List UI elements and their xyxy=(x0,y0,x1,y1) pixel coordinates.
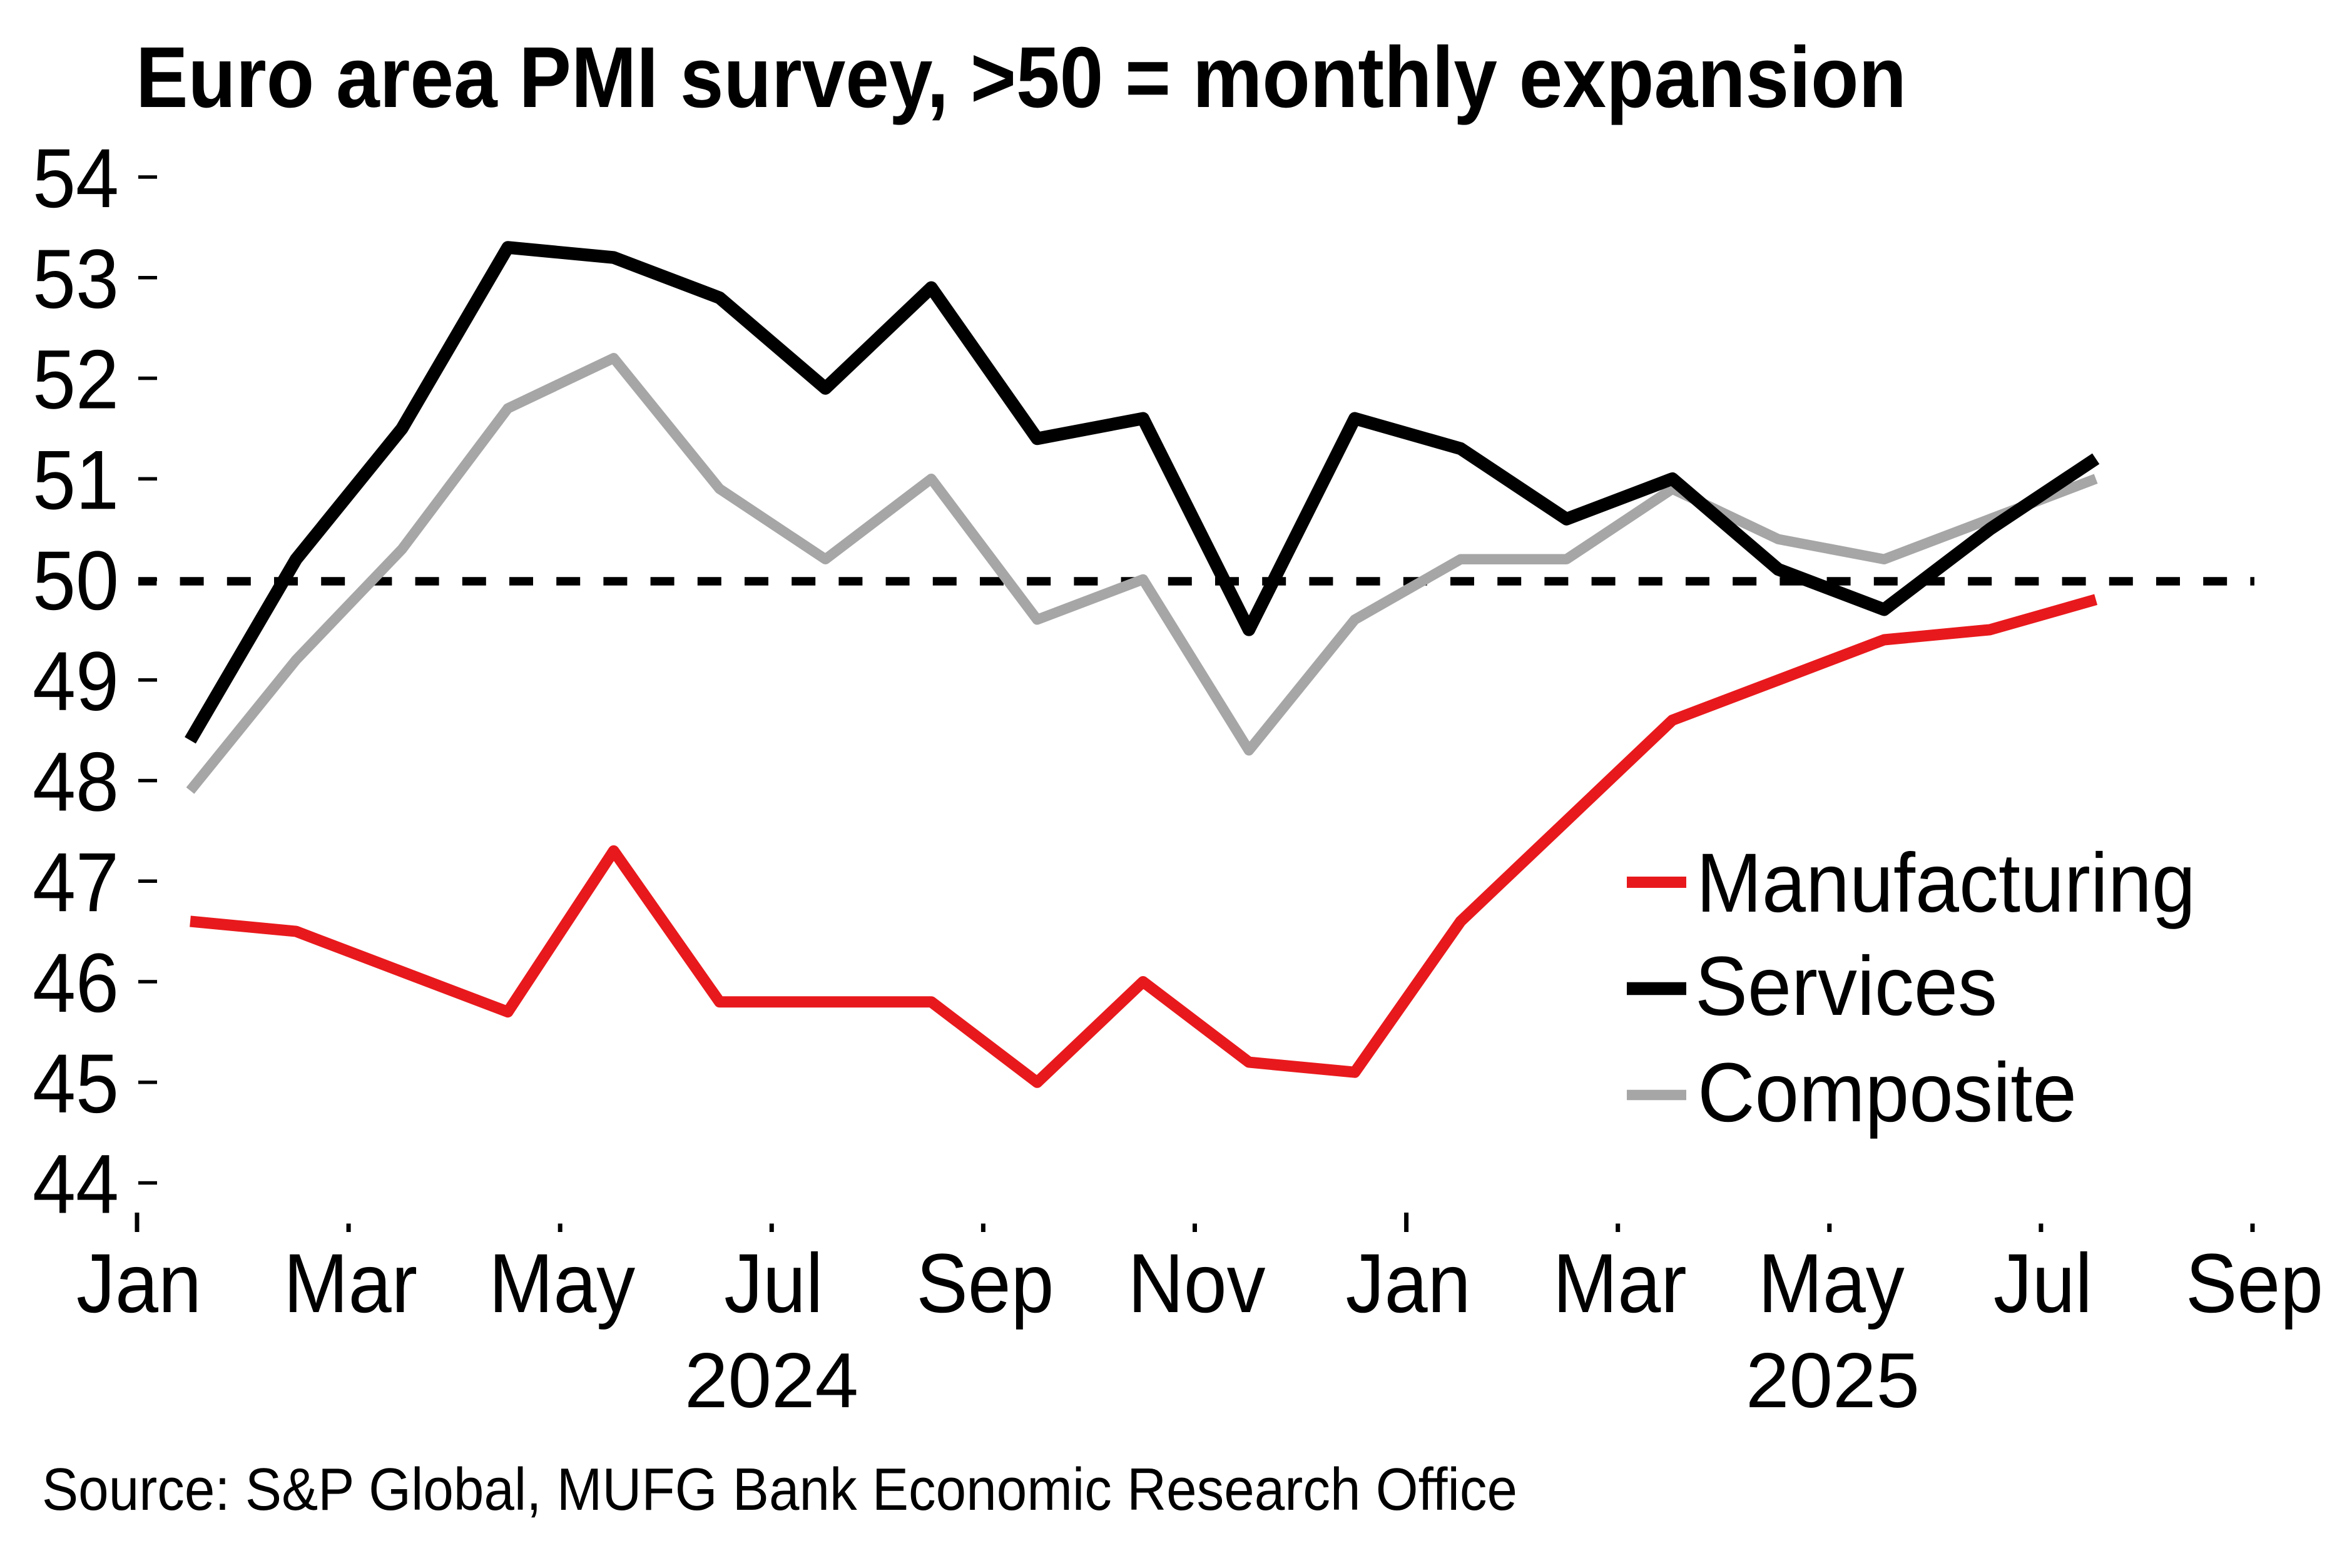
svg-text:48: 48 xyxy=(33,736,119,829)
svg-text:Mar: Mar xyxy=(1553,1237,1687,1330)
svg-text:53: 53 xyxy=(33,233,119,326)
svg-text:May: May xyxy=(489,1237,635,1330)
svg-text:50: 50 xyxy=(33,534,119,628)
svg-text:Jul: Jul xyxy=(724,1237,823,1330)
svg-text:44: 44 xyxy=(33,1138,119,1231)
svg-text:47: 47 xyxy=(33,836,119,929)
svg-text:Euro area PMI survey, >50 = mo: Euro area PMI survey, >50 = monthly expa… xyxy=(136,29,1907,126)
svg-text:51: 51 xyxy=(33,434,119,527)
svg-text:2025: 2025 xyxy=(1746,1338,1920,1424)
svg-text:Manufacturing: Manufacturing xyxy=(1696,837,2196,930)
svg-text:Sep: Sep xyxy=(2186,1237,2323,1330)
svg-text:Composite: Composite xyxy=(1698,1046,2077,1139)
svg-text:52: 52 xyxy=(33,333,119,427)
svg-text:Mar: Mar xyxy=(283,1237,417,1330)
svg-text:54: 54 xyxy=(33,132,119,225)
svg-text:Jan: Jan xyxy=(76,1237,201,1330)
svg-text:49: 49 xyxy=(33,635,119,728)
svg-text:May: May xyxy=(1758,1237,1905,1330)
svg-text:Jan: Jan xyxy=(1346,1237,1471,1330)
svg-text:Jul: Jul xyxy=(1993,1237,2092,1330)
svg-text:2024: 2024 xyxy=(685,1338,858,1424)
svg-text:45: 45 xyxy=(33,1037,119,1131)
svg-text:Source: S&P Global, MUFG Bank: Source: S&P Global, MUFG Bank Economic R… xyxy=(42,1456,1517,1523)
svg-text:Services: Services xyxy=(1695,940,1997,1033)
svg-text:46: 46 xyxy=(33,937,119,1030)
svg-text:Nov: Nov xyxy=(1128,1237,1266,1330)
svg-text:Sep: Sep xyxy=(916,1237,1054,1330)
